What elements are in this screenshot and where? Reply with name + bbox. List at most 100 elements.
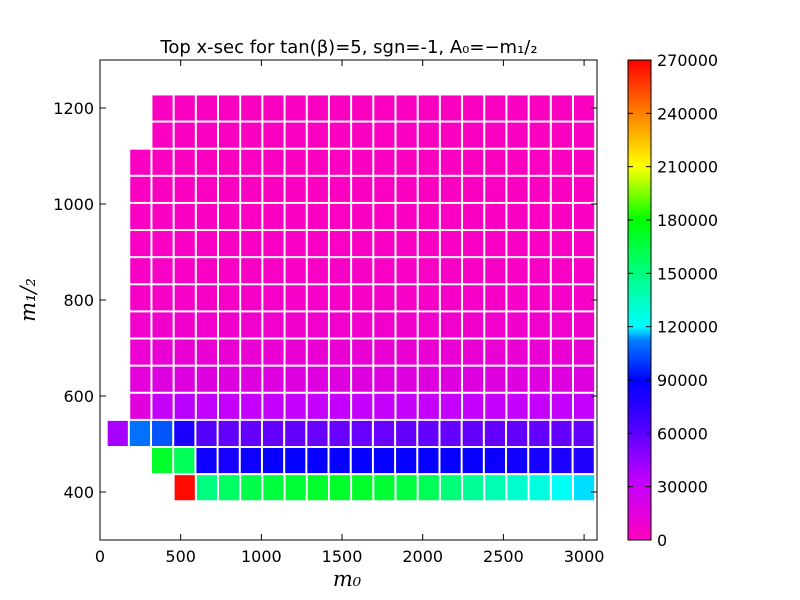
heatmap-cell-r2-c18 — [529, 149, 550, 175]
heatmap-cell-r14-c12 — [440, 475, 462, 501]
heatmap-cell-r9-c11 — [374, 339, 395, 365]
heatmap-cell-r1-c12 — [418, 122, 439, 148]
heatmap-cell-r2-c17 — [507, 149, 528, 175]
heatmap-cell-r11-c10 — [352, 393, 373, 419]
heatmap-cell-r2-c16 — [485, 149, 506, 175]
heatmap-cell-r7-c13 — [418, 285, 439, 311]
heatmap-cell-r3-c9 — [329, 176, 351, 202]
heatmap-cell-r9-c15 — [463, 339, 484, 365]
heatmap-cell-r7-c7 — [285, 285, 306, 311]
heatmap-cell-r2-c15 — [463, 149, 484, 175]
heatmap-cell-r10-c20 — [574, 366, 595, 392]
heatmap-cell-r11-c11 — [374, 393, 395, 419]
heatmap-cell-r14-c8 — [352, 475, 373, 501]
heatmap-cell-r3-c16 — [485, 176, 506, 202]
heatmap-cell-r13-c11 — [396, 448, 417, 474]
heatmap-cell-r3-c17 — [507, 176, 528, 202]
heatmap-cell-r8-c20 — [574, 312, 595, 338]
heatmap-cell-r7-c2 — [174, 285, 195, 311]
heatmap-cell-r3-c12 — [396, 176, 417, 202]
heatmap-cell-r12-c17 — [484, 420, 506, 446]
heatmap-cell-r3-c0 — [130, 176, 151, 202]
heatmap-cell-r14-c3 — [241, 475, 262, 501]
colorbar-tick-label-1: 30000 — [657, 478, 708, 497]
heatmap-cell-r6-c14 — [440, 258, 462, 284]
y-tick-label-4: 1200 — [53, 99, 94, 118]
heatmap-cell-r13-c18 — [551, 448, 572, 474]
heatmap-cell-r9-c0 — [130, 339, 151, 365]
heatmap-cell-r11-c14 — [440, 393, 462, 419]
colorbar — [627, 59, 652, 541]
heatmap-cell-r13-c4 — [240, 448, 261, 474]
heatmap-cell-r3-c20 — [574, 176, 595, 202]
heatmap-cell-r0-c12 — [418, 95, 439, 121]
heatmap-cell-r6-c2 — [174, 258, 195, 284]
heatmap-cell-r5-c4 — [219, 231, 240, 257]
heatmap-cell-r2-c1 — [152, 149, 173, 175]
heatmap-cell-r12-c2 — [152, 420, 173, 446]
heatmap-cell-r12-c1 — [129, 420, 151, 446]
heatmap-cell-r12-c14 — [418, 420, 439, 446]
heatmap-cell-r1-c10 — [374, 122, 395, 148]
heatmap-cell-r8-c0 — [130, 312, 151, 338]
heatmap-cell-r6-c15 — [463, 258, 484, 284]
heatmap-cell-r2-c10 — [352, 149, 373, 175]
heatmap-cell-r12-c13 — [396, 420, 417, 446]
heatmap-cell-r13-c3 — [218, 448, 239, 474]
heatmap-cell-r5-c1 — [152, 231, 173, 257]
heatmap-cell-r3-c18 — [529, 176, 550, 202]
heatmap-cell-r12-c8 — [285, 420, 306, 446]
heatmap-cell-r3-c13 — [418, 176, 439, 202]
heatmap-cell-r0-c15 — [485, 95, 506, 121]
heatmap-cell-r9-c6 — [263, 339, 284, 365]
heatmap-cell-r13-c10 — [373, 448, 395, 474]
heatmap-cell-r2-c7 — [285, 149, 306, 175]
heatmap-cell-r0-c13 — [440, 95, 462, 121]
heatmap-cell-r3-c3 — [196, 176, 217, 202]
heatmap-cell-r3-c2 — [174, 176, 195, 202]
y-tick-label-3: 1000 — [53, 195, 94, 214]
heatmap-cell-r13-c16 — [507, 448, 528, 474]
heatmap-cell-r14-c7 — [329, 475, 351, 501]
heatmap-cell-r8-c9 — [329, 312, 351, 338]
heatmap-cell-r4-c17 — [507, 203, 528, 230]
heatmap-cell-r10-c14 — [440, 366, 462, 392]
heatmap-cell-r6-c13 — [418, 258, 439, 284]
heatmap-cell-r10-c2 — [174, 366, 195, 392]
heatmap-cell-r5-c11 — [374, 231, 395, 257]
heatmap-cell-r14-c15 — [507, 475, 528, 501]
heatmap-cell-r4-c1 — [152, 203, 173, 230]
colorbar-tick-label-9: 270000 — [657, 51, 718, 70]
heatmap-cell-r1-c19 — [574, 122, 595, 148]
heatmap-cell-r8-c6 — [263, 312, 284, 338]
heatmap-cell-r10-c3 — [196, 366, 217, 392]
heatmap-cell-r8-c3 — [196, 312, 217, 338]
heatmap-cell-r5-c6 — [263, 231, 284, 257]
heatmap-cell-r5-c12 — [396, 231, 417, 257]
heatmap-cell-r11-c8 — [307, 393, 328, 419]
heatmap-cell-r9-c7 — [285, 339, 306, 365]
colorbar-tick-label-6: 180000 — [657, 211, 718, 230]
heatmap-cell-r10-c11 — [374, 366, 395, 392]
heatmap-cell-r6-c10 — [352, 258, 373, 284]
x-tick-label-3: 1500 — [322, 547, 363, 566]
heatmap-cell-r1-c18 — [551, 122, 572, 148]
heatmap-cell-r11-c4 — [219, 393, 240, 419]
x-tick-label-4: 2000 — [402, 547, 443, 566]
heatmap-cell-r4-c2 — [174, 203, 195, 230]
heatmap-cell-r8-c19 — [551, 312, 572, 338]
heatmap-cell-r9-c14 — [440, 339, 462, 365]
heatmap-cell-r6-c19 — [551, 258, 572, 284]
heatmap-cell-r14-c4 — [263, 475, 284, 501]
heatmap-cell-r4-c10 — [352, 203, 373, 230]
y-tick-label-1: 600 — [63, 387, 94, 406]
colorbar-tick-label-8: 240000 — [657, 104, 718, 123]
heatmap-cell-r4-c16 — [485, 203, 506, 230]
x-tick-label-6: 3000 — [564, 547, 605, 566]
heatmap-cell-r10-c8 — [307, 366, 328, 392]
heatmap-cell-r8-c10 — [352, 312, 373, 338]
heatmap-cell-r12-c19 — [529, 420, 550, 446]
heatmap-cell-r1-c6 — [285, 122, 306, 148]
heatmap-cell-r2-c0 — [130, 149, 151, 175]
heatmap-cell-r4-c11 — [374, 203, 395, 230]
